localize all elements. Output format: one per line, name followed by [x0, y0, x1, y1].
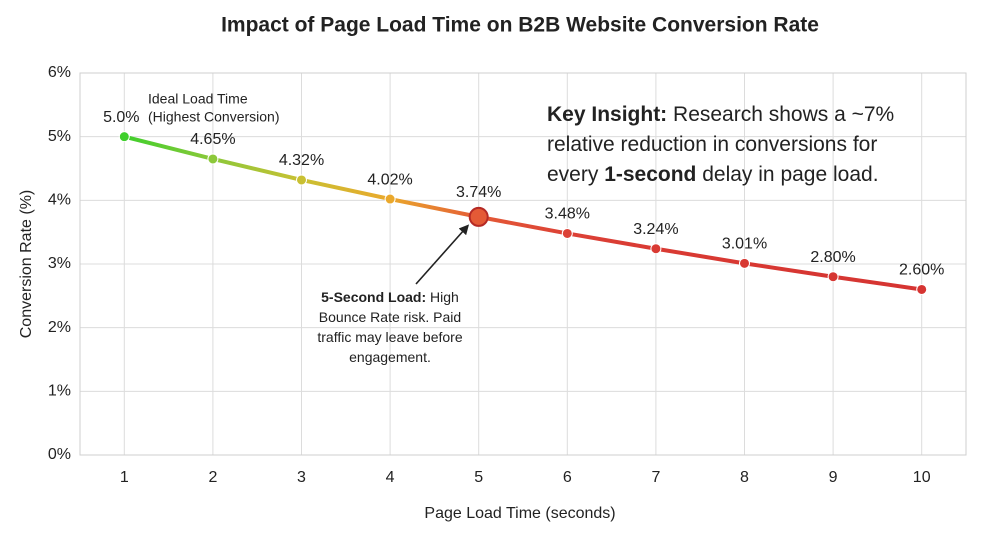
y-tick-label: 5%: [48, 128, 71, 145]
value-label: 4.65%: [190, 131, 235, 148]
y-axis-label: Conversion Rate (%): [18, 190, 35, 339]
callout-arrow: [415, 224, 470, 285]
data-point: [468, 206, 489, 227]
y-tick-label: 4%: [48, 192, 71, 209]
callout-annotation: traffic may leave before: [317, 329, 462, 345]
data-point: [118, 131, 130, 143]
y-tick-label: 0%: [48, 446, 71, 463]
y-tick-label: 2%: [48, 319, 71, 336]
value-label: 3.48%: [545, 206, 590, 223]
data-point: [207, 153, 219, 165]
insight-text: every: [547, 163, 604, 186]
callout-text: High: [426, 289, 459, 305]
callout-annotation: Bounce Rate risk. Paid: [319, 309, 461, 325]
x-tick-label: 6: [563, 469, 572, 486]
ideal-annotation: Ideal Load Time: [148, 91, 248, 107]
y-tick-label: 1%: [48, 383, 71, 400]
value-label: 3.74%: [456, 184, 501, 201]
ideal-annotation: (Highest Conversion): [148, 109, 280, 125]
insight-text: 1-second: [604, 163, 696, 186]
callout-text: engagement.: [349, 349, 431, 365]
plot-frame: [79, 72, 967, 456]
data-point: [827, 271, 839, 283]
callout-annotation: 5-Second Load: High: [321, 289, 459, 305]
x-tick-label: 10: [913, 469, 931, 486]
x-tick-label: 5: [474, 469, 483, 486]
data-point: [916, 283, 928, 295]
insight-text: Research shows a ~7%: [667, 103, 894, 126]
insight-text: relative reduction in conversions for: [547, 133, 877, 156]
insight-text: delay in page load.: [696, 163, 878, 186]
value-label: 5.0%: [103, 109, 139, 126]
x-tick-label: 8: [740, 469, 749, 486]
value-label: 4.02%: [367, 171, 412, 188]
y-tick-label: 3%: [48, 255, 71, 272]
callout-text: 5-Second Load:: [321, 289, 426, 305]
insight-annotation: every 1-second delay in page load.: [547, 163, 879, 186]
callout-annotation: engagement.: [349, 349, 431, 365]
value-label: 2.60%: [899, 262, 944, 279]
y-tick-label: 6%: [48, 64, 71, 81]
value-label: 4.32%: [279, 152, 324, 169]
data-point: [739, 257, 750, 269]
x-tick-label: 1: [120, 469, 129, 486]
insight-text: Key Insight:: [547, 103, 667, 126]
data-line: [123, 134, 922, 292]
value-label: 3.24%: [633, 221, 678, 238]
x-tick-label: 7: [651, 469, 660, 486]
value-label: 2.80%: [810, 249, 855, 266]
data-point: [296, 174, 307, 186]
insight-annotation: relative reduction in conversions for: [547, 133, 877, 156]
chart-title: Impact of Page Load Time on B2B Website …: [221, 14, 819, 37]
x-tick-label: 9: [829, 469, 838, 486]
data-point: [561, 227, 573, 239]
callout-text: Bounce Rate risk. Paid: [319, 309, 461, 325]
insight-annotation: Key Insight: Research shows a ~7%: [547, 103, 894, 126]
callout-text: traffic may leave before: [317, 329, 462, 345]
x-tick-label: 4: [386, 469, 395, 486]
data-point: [650, 243, 662, 255]
x-tick-label: 3: [297, 469, 306, 486]
data-point: [384, 193, 396, 205]
value-label: 3.01%: [722, 236, 767, 253]
x-tick-label: 2: [208, 469, 217, 486]
x-axis-label: Page Load Time (seconds): [424, 505, 615, 522]
